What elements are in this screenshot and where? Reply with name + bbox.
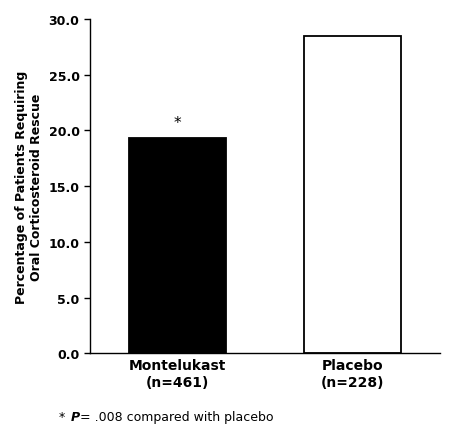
Y-axis label: Percentage of Patients Requiring
Oral Corticosteroid Rescue: Percentage of Patients Requiring Oral Co… [15, 70, 43, 303]
Bar [129, 139, 226, 354]
Bar [304, 36, 400, 354]
Text: *: * [174, 116, 181, 131]
Text: = .008 compared with placebo: = .008 compared with placebo [76, 410, 273, 423]
Text: P: P [71, 410, 80, 423]
Text: *: * [59, 410, 70, 423]
